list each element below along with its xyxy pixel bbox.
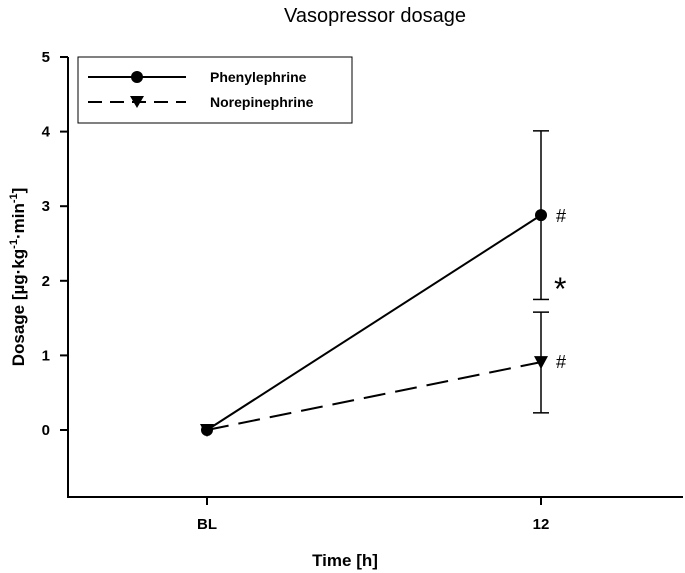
- legend-label-norepinephrine: Norepinephrine: [210, 94, 314, 110]
- legend: Phenylephrine Norepinephrine: [77, 56, 353, 124]
- y-tick-label: 3: [42, 198, 50, 215]
- legend-label-phenylephrine: Phenylephrine: [210, 69, 307, 85]
- y-tick-label: 2: [42, 273, 50, 290]
- data-point-norepinephrine: [200, 424, 214, 437]
- legend-box: [77, 56, 353, 124]
- x-tick-label: BL: [197, 516, 217, 533]
- annotation-hash-norepinephrine: #: [556, 352, 566, 372]
- annotation-hash-phenylephrine: #: [556, 206, 566, 226]
- chart-title: Vasopressor dosage: [284, 5, 466, 27]
- legend-marker-phenylephrine: [131, 71, 143, 83]
- data-point-norepinephrine: [534, 356, 548, 370]
- series-line-phenylephrine: [206, 214, 542, 431]
- y-tick-label: 5: [42, 49, 50, 66]
- y-ticks: 0 1 2 3 4 5: [42, 49, 68, 439]
- series-layer: [200, 130, 549, 437]
- y-tick-label: 4: [42, 124, 51, 141]
- data-point-phenylephrine: [535, 209, 547, 222]
- y-axis-label-main: Dosage [µg·kg: [9, 249, 28, 366]
- series-line-norepinephrine: [206, 361, 542, 431]
- annotation-asterisk: *: [554, 271, 566, 307]
- y-axis-label: Dosage [µg·kg-1·min-1]: [8, 188, 28, 367]
- y-axis-label-sup2: -1: [8, 193, 20, 203]
- y-tick-label: 0: [42, 422, 50, 439]
- y-axis-label-end: ]: [9, 188, 28, 194]
- y-axis-label-mid: ·min: [9, 203, 28, 239]
- y-axis-label-sup1: -1: [8, 239, 20, 249]
- x-ticks: BL 12: [197, 497, 549, 533]
- x-tick-label: 12: [533, 516, 550, 533]
- x-axis-label: Time [h]: [312, 551, 378, 570]
- y-tick-label: 1: [42, 347, 50, 364]
- legend-marker-norepinephrine: [130, 96, 144, 108]
